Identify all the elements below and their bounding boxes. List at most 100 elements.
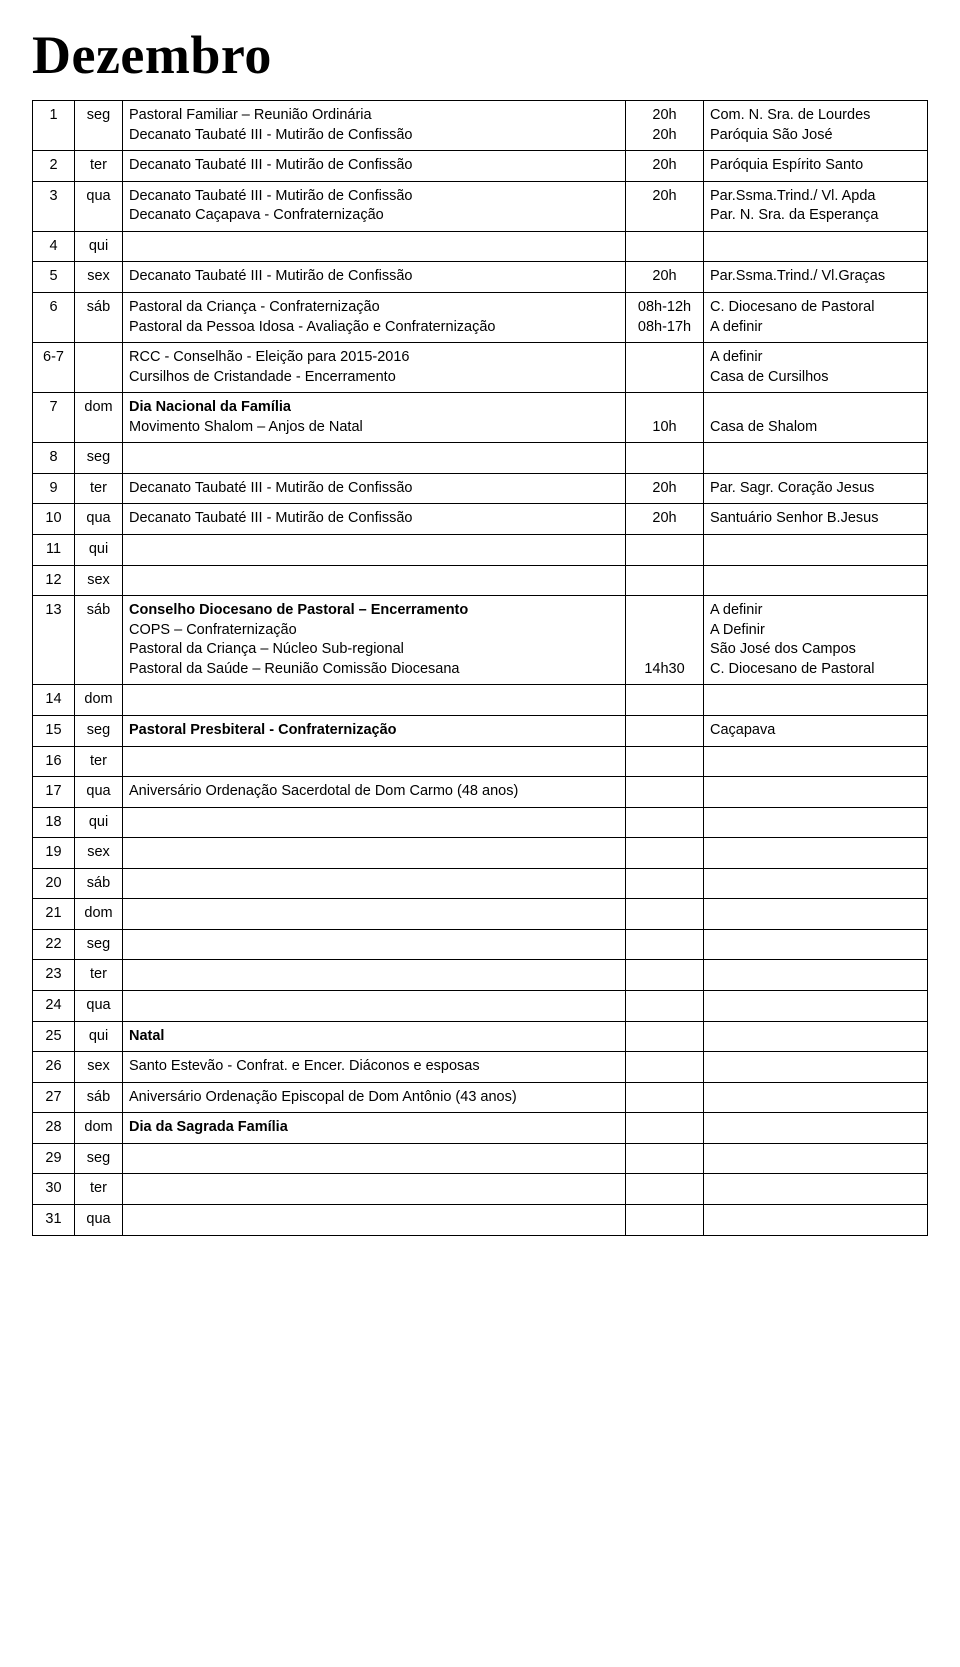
location-cell: C. Diocesano de PastoralA definir: [704, 292, 928, 342]
weekday-cell: dom: [75, 393, 123, 443]
time-cell: [626, 1021, 704, 1052]
day-cell: 12: [33, 565, 75, 596]
location-cell: A definirCasa de Cursilhos: [704, 343, 928, 393]
calendar-table: 1segPastoral Familiar – Reunião Ordinári…: [32, 100, 928, 1236]
weekday-cell: sáb: [75, 292, 123, 342]
time-line: 20h: [632, 106, 697, 126]
time-line: 20h: [632, 156, 697, 176]
description-line: Aniversário Ordenação Sacerdotal de Dom …: [129, 782, 619, 802]
description-cell: [123, 746, 626, 777]
location-cell: [704, 1052, 928, 1083]
description-line: Decanato Taubaté III - Mutirão de Confis…: [129, 479, 619, 499]
location-cell: Par. Sagr. Coração Jesus: [704, 473, 928, 504]
description-cell: [123, 899, 626, 930]
weekday-cell: sáb: [75, 596, 123, 685]
table-row: 9terDecanato Taubaté III - Mutirão de Co…: [33, 473, 928, 504]
location-cell: [704, 1204, 928, 1235]
location-line: [710, 1088, 921, 1108]
day-cell: 18: [33, 807, 75, 838]
description-cell: Pastoral Familiar – Reunião OrdináriaDec…: [123, 101, 626, 151]
day-cell: 13: [33, 596, 75, 685]
day-cell: 20: [33, 868, 75, 899]
day-cell: 4: [33, 231, 75, 262]
time-line: [632, 206, 697, 226]
description-line: Decanato Caçapava - Confraternização: [129, 206, 619, 226]
table-row: 30ter: [33, 1174, 928, 1205]
weekday-cell: ter: [75, 960, 123, 991]
time-line: [632, 721, 697, 741]
weekday-cell: ter: [75, 746, 123, 777]
location-line: C. Diocesano de Pastoral: [710, 298, 921, 318]
weekday-cell: qua: [75, 991, 123, 1022]
location-cell: [704, 1113, 928, 1144]
table-row: 1segPastoral Familiar – Reunião Ordinári…: [33, 101, 928, 151]
time-cell: 20h: [626, 504, 704, 535]
time-line: 20h: [632, 509, 697, 529]
description-line: Movimento Shalom – Anjos de Natal: [129, 418, 619, 438]
time-cell: 20h20h: [626, 101, 704, 151]
weekday-cell: sáb: [75, 1082, 123, 1113]
table-row: 11qui: [33, 535, 928, 566]
time-line: 20h: [632, 267, 697, 287]
location-cell: [704, 868, 928, 899]
weekday-cell: sex: [75, 1052, 123, 1083]
description-line: Pastoral Familiar – Reunião Ordinária: [129, 106, 619, 126]
day-cell: 11: [33, 535, 75, 566]
day-cell: 24: [33, 991, 75, 1022]
time-cell: [626, 746, 704, 777]
day-cell: 5: [33, 262, 75, 293]
table-row: 22seg: [33, 929, 928, 960]
time-line: [632, 782, 697, 802]
table-row: 28domDia da Sagrada Família: [33, 1113, 928, 1144]
table-row: 5sexDecanato Taubaté III - Mutirão de Co…: [33, 262, 928, 293]
description-line: Decanato Taubaté III - Mutirão de Confis…: [129, 267, 619, 287]
time-cell: [626, 929, 704, 960]
location-cell: [704, 960, 928, 991]
time-line: 20h: [632, 479, 697, 499]
location-cell: [704, 535, 928, 566]
description-cell: Dia da Sagrada Família: [123, 1113, 626, 1144]
time-cell: [626, 443, 704, 474]
time-line: [632, 621, 697, 641]
description-cell: [123, 868, 626, 899]
day-cell: 8: [33, 443, 75, 474]
time-cell: 20h: [626, 473, 704, 504]
table-row: 27sábAniversário Ordenação Episcopal de …: [33, 1082, 928, 1113]
location-line: Par. N. Sra. da Esperança: [710, 206, 921, 226]
description-line: Pastoral Presbiteral - Confraternização: [129, 721, 619, 741]
location-cell: [704, 807, 928, 838]
time-line: 08h-12h: [632, 298, 697, 318]
table-row: 14dom: [33, 685, 928, 716]
description-cell: Decanato Taubaté III - Mutirão de Confis…: [123, 504, 626, 535]
description-cell: Aniversário Ordenação Episcopal de Dom A…: [123, 1082, 626, 1113]
location-cell: Caçapava: [704, 715, 928, 746]
time-cell: [626, 685, 704, 716]
day-cell: 19: [33, 838, 75, 869]
description-cell: [123, 443, 626, 474]
table-row: 16ter: [33, 746, 928, 777]
time-cell: 08h-12h08h-17h: [626, 292, 704, 342]
weekday-cell: seg: [75, 443, 123, 474]
location-line: Par.Ssma.Trind./ Vl. Apda: [710, 187, 921, 207]
description-line: Pastoral da Saúde – Reunião Comissão Dio…: [129, 660, 619, 680]
day-cell: 17: [33, 777, 75, 808]
time-cell: 20h: [626, 181, 704, 231]
time-cell: [626, 565, 704, 596]
table-row: 12sex: [33, 565, 928, 596]
description-line: Dia da Sagrada Família: [129, 1118, 619, 1138]
description-line: Aniversário Ordenação Episcopal de Dom A…: [129, 1088, 619, 1108]
day-cell: 26: [33, 1052, 75, 1083]
time-line: [632, 1057, 697, 1077]
location-line: A definir: [710, 318, 921, 338]
day-cell: 30: [33, 1174, 75, 1205]
description-cell: [123, 838, 626, 869]
location-cell: [704, 838, 928, 869]
description-cell: Decanato Taubaté III - Mutirão de Confis…: [123, 473, 626, 504]
day-cell: 10: [33, 504, 75, 535]
time-line: [632, 640, 697, 660]
day-cell: 7: [33, 393, 75, 443]
table-row: 26sexSanto Estevão - Confrat. e Encer. D…: [33, 1052, 928, 1083]
description-cell: Pastoral da Criança - ConfraternizaçãoPa…: [123, 292, 626, 342]
description-line: Decanato Taubaté III - Mutirão de Confis…: [129, 156, 619, 176]
weekday-cell: sáb: [75, 868, 123, 899]
